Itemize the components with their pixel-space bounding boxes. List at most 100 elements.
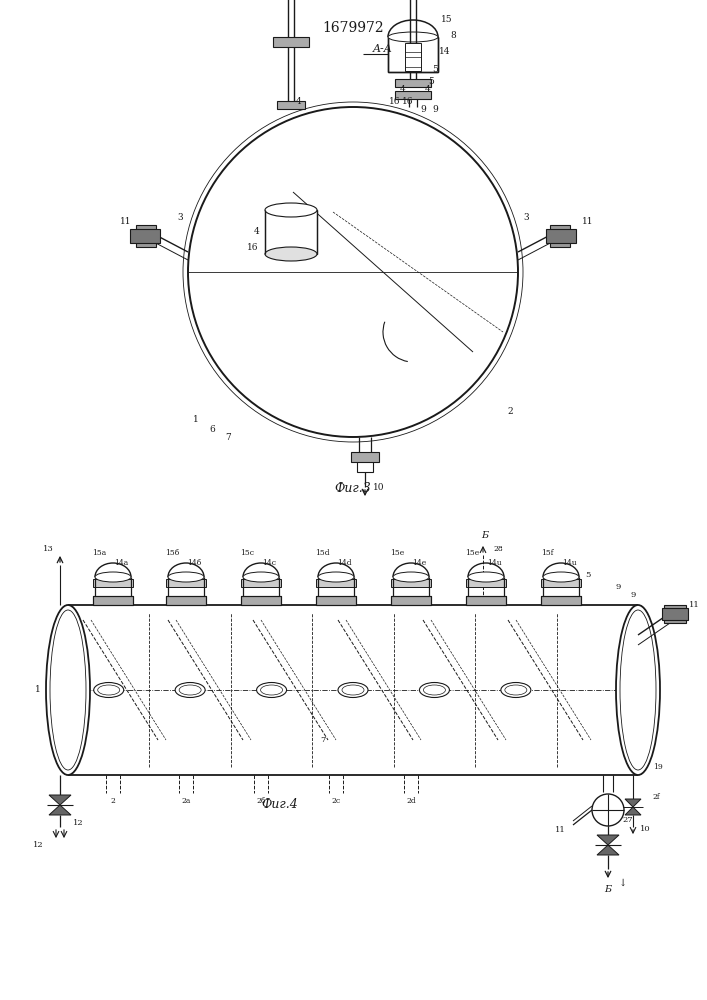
Ellipse shape	[265, 247, 317, 261]
Bar	[166, 596, 206, 605]
Text: 5: 5	[432, 64, 438, 74]
Bar	[388, 37, 438, 72]
Ellipse shape	[257, 682, 286, 698]
Bar	[662, 608, 688, 620]
Bar	[93, 579, 133, 587]
Bar	[166, 596, 206, 605]
Polygon shape	[49, 795, 71, 805]
Text: 15e: 15e	[390, 549, 404, 557]
Bar	[391, 596, 431, 605]
Ellipse shape	[388, 32, 438, 42]
Bar	[466, 596, 506, 605]
Bar	[546, 229, 576, 243]
Ellipse shape	[616, 605, 660, 775]
Ellipse shape	[168, 572, 204, 582]
Bar	[391, 579, 431, 587]
Text: 1: 1	[35, 686, 41, 694]
Bar	[466, 579, 506, 587]
Text: 12: 12	[33, 841, 43, 849]
Text: 11: 11	[583, 218, 594, 227]
Bar	[136, 225, 156, 247]
Polygon shape	[49, 805, 71, 815]
Text: 2б: 2б	[256, 797, 266, 805]
Text: 2e: 2e	[603, 793, 613, 801]
Text: 7: 7	[320, 736, 326, 744]
Ellipse shape	[175, 682, 205, 698]
Text: 2f: 2f	[652, 793, 660, 801]
Bar	[541, 596, 581, 605]
Ellipse shape	[419, 682, 450, 698]
Text: Фиг.4: Фиг.4	[262, 798, 298, 812]
Polygon shape	[597, 845, 619, 855]
Text: 9: 9	[432, 105, 438, 114]
Text: 14u: 14u	[486, 559, 501, 567]
Ellipse shape	[393, 572, 429, 582]
Bar	[391, 596, 431, 605]
Bar	[265, 210, 317, 254]
Text: 9: 9	[420, 105, 426, 114]
Text: 19: 19	[653, 763, 663, 771]
Text: 15a: 15a	[92, 549, 106, 557]
Text: 2d: 2d	[406, 797, 416, 805]
Ellipse shape	[318, 572, 354, 582]
Text: 28: 28	[493, 545, 503, 553]
Text: 11: 11	[120, 218, 132, 227]
Bar	[395, 91, 431, 99]
Text: 3: 3	[177, 213, 183, 222]
Text: 2c: 2c	[332, 797, 341, 805]
Bar	[130, 229, 160, 243]
Bar	[405, 43, 421, 71]
Bar	[93, 596, 133, 605]
Text: 15б: 15б	[165, 549, 179, 557]
Bar	[316, 596, 356, 605]
Ellipse shape	[501, 682, 531, 698]
Bar	[316, 596, 356, 605]
Text: 7: 7	[225, 432, 231, 442]
Text: 6: 6	[209, 424, 215, 434]
Text: 9: 9	[631, 591, 636, 599]
Text: 14: 14	[439, 46, 451, 55]
Text: 15e: 15e	[465, 549, 479, 557]
Text: 5: 5	[585, 571, 590, 579]
Ellipse shape	[46, 605, 90, 775]
Text: 15c: 15c	[240, 549, 254, 557]
Text: A-A: A-A	[373, 44, 393, 54]
Ellipse shape	[543, 572, 579, 582]
Text: 15d: 15d	[315, 549, 329, 557]
Text: 15: 15	[441, 14, 452, 23]
Text: 2a: 2a	[181, 797, 191, 805]
Text: ↓: ↓	[619, 879, 627, 888]
Text: 16: 16	[390, 98, 401, 106]
Text: 2: 2	[110, 797, 115, 805]
Bar	[357, 460, 373, 472]
Text: 13: 13	[42, 545, 53, 553]
Text: 11: 11	[554, 826, 566, 834]
Bar	[395, 79, 431, 87]
Ellipse shape	[94, 682, 124, 698]
Ellipse shape	[243, 572, 279, 582]
Bar	[241, 579, 281, 587]
Text: 10: 10	[373, 483, 385, 491]
Text: 5: 5	[428, 78, 434, 87]
Ellipse shape	[338, 682, 368, 698]
Text: 14u: 14u	[561, 559, 576, 567]
Text: 14б: 14б	[187, 559, 201, 567]
Text: 4: 4	[254, 228, 260, 236]
Polygon shape	[597, 835, 619, 845]
Text: 16: 16	[402, 98, 414, 106]
Text: 4: 4	[425, 85, 431, 94]
Ellipse shape	[468, 572, 504, 582]
Bar	[166, 579, 206, 587]
Text: 27: 27	[623, 816, 633, 824]
Text: 11: 11	[689, 601, 699, 609]
Text: 14d: 14d	[337, 559, 351, 567]
Bar	[273, 37, 309, 47]
Circle shape	[592, 794, 624, 826]
Bar	[541, 579, 581, 587]
Bar	[241, 596, 281, 605]
Bar	[351, 452, 379, 462]
Text: 12: 12	[73, 819, 83, 827]
Text: 4: 4	[296, 98, 302, 106]
Bar	[541, 596, 581, 605]
Ellipse shape	[265, 203, 317, 217]
